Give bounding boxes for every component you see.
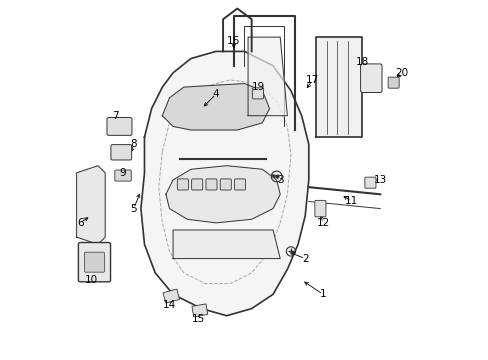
FancyBboxPatch shape xyxy=(177,179,188,190)
Text: 8: 8 xyxy=(130,139,137,149)
Polygon shape xyxy=(77,166,105,244)
FancyBboxPatch shape xyxy=(252,88,263,99)
Text: 6: 6 xyxy=(77,218,83,228)
Text: 12: 12 xyxy=(316,218,329,228)
Text: 15: 15 xyxy=(191,314,204,324)
Text: 3: 3 xyxy=(276,175,283,185)
Polygon shape xyxy=(165,166,280,223)
Polygon shape xyxy=(191,304,207,317)
Text: 17: 17 xyxy=(305,75,318,85)
FancyBboxPatch shape xyxy=(78,243,110,282)
Text: 7: 7 xyxy=(112,111,119,121)
FancyBboxPatch shape xyxy=(205,179,217,190)
Text: 4: 4 xyxy=(212,89,219,99)
Text: 11: 11 xyxy=(345,197,358,206)
FancyBboxPatch shape xyxy=(314,201,325,217)
FancyBboxPatch shape xyxy=(234,179,245,190)
Text: 1: 1 xyxy=(319,289,325,299)
FancyBboxPatch shape xyxy=(107,117,132,135)
FancyBboxPatch shape xyxy=(387,77,398,88)
Text: 16: 16 xyxy=(227,36,240,46)
Text: 14: 14 xyxy=(163,300,176,310)
Text: 2: 2 xyxy=(301,253,308,264)
Text: 5: 5 xyxy=(130,203,137,213)
Polygon shape xyxy=(141,51,308,316)
FancyBboxPatch shape xyxy=(191,179,203,190)
Polygon shape xyxy=(163,289,179,303)
FancyBboxPatch shape xyxy=(115,170,131,181)
Polygon shape xyxy=(173,230,280,258)
Text: 10: 10 xyxy=(84,275,97,285)
Text: 9: 9 xyxy=(120,168,126,178)
Text: 20: 20 xyxy=(394,68,407,78)
FancyBboxPatch shape xyxy=(360,64,381,93)
FancyBboxPatch shape xyxy=(84,252,104,272)
Text: 19: 19 xyxy=(252,82,265,92)
FancyBboxPatch shape xyxy=(364,177,375,188)
Polygon shape xyxy=(315,37,362,137)
Text: 13: 13 xyxy=(373,175,386,185)
Polygon shape xyxy=(247,37,287,116)
Polygon shape xyxy=(162,84,269,130)
FancyBboxPatch shape xyxy=(220,179,231,190)
FancyBboxPatch shape xyxy=(111,145,131,160)
Text: 18: 18 xyxy=(355,57,368,67)
